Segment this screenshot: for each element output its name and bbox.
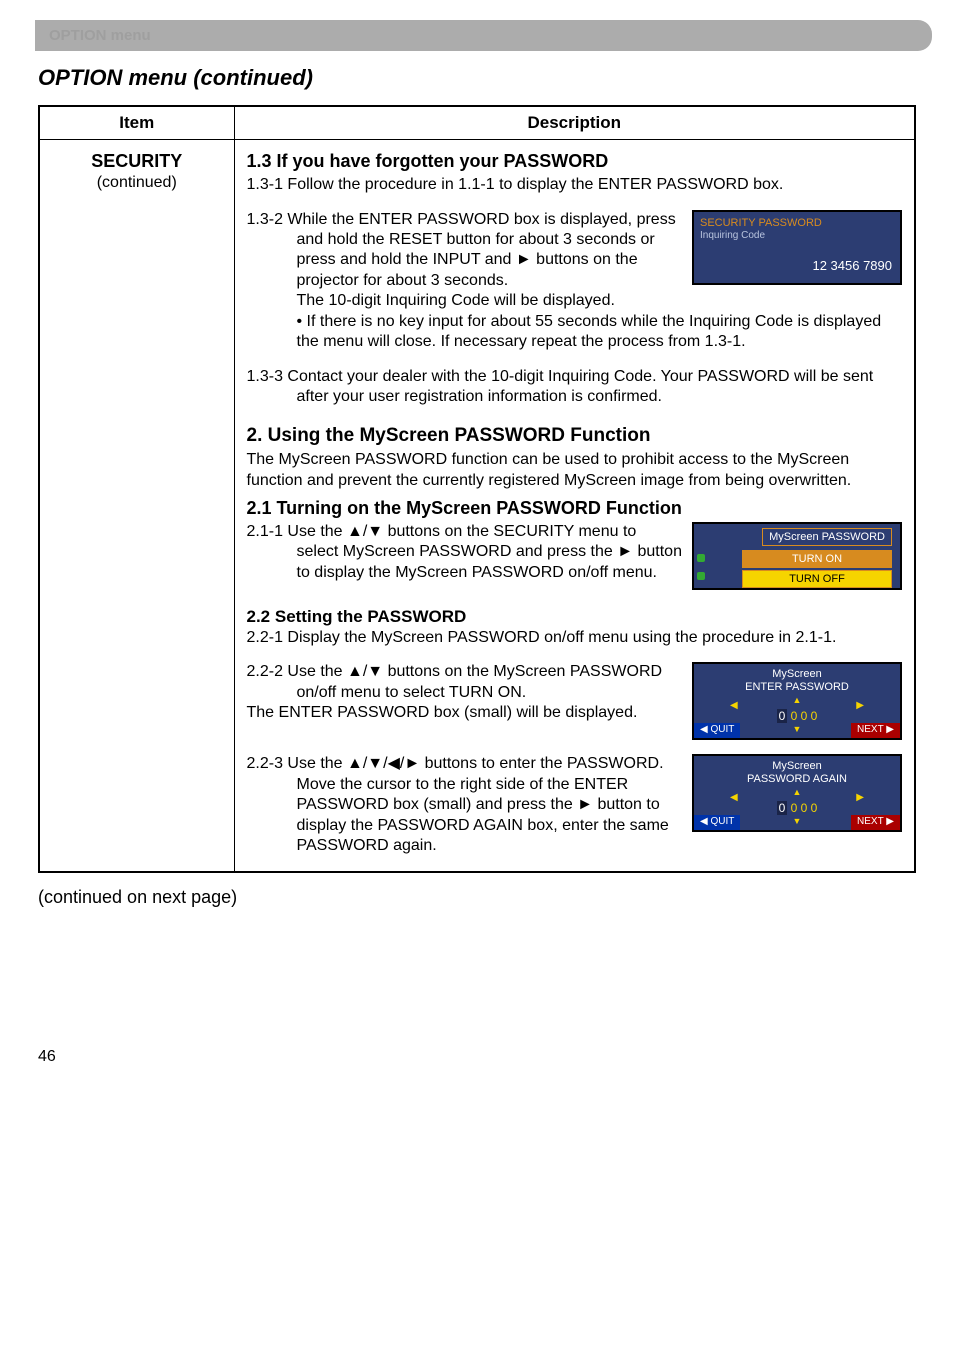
text-2-2-1: 2.2-1 Display the MyScreen PASSWORD on/o…	[247, 628, 903, 648]
caret-up-icon-2: ▲	[694, 787, 900, 799]
text-1-3-2b: The 10-digit Inquiring Code will be disp…	[247, 291, 683, 311]
arrow-right-icon-2: ▶	[856, 792, 864, 805]
fig-mspw-title: MyScreen PASSWORD	[762, 528, 892, 546]
breadcrumb-text: OPTION menu	[49, 27, 151, 44]
text-1-3-3: 1.3-3 Contact your dealer with the 10-di…	[247, 367, 903, 408]
row-2-2-2: 2.2-2 Use the ▲/▼ buttons on the MyScree…	[247, 662, 903, 740]
row-2-2-3: 2.2-3 Use the ▲/▼/◀/► buttons to enter t…	[247, 754, 903, 856]
page-number: 46	[38, 1048, 954, 1066]
text-2-2-2b: The ENTER PASSWORD box (small) will be d…	[247, 703, 683, 723]
fig-left-marks	[697, 554, 705, 590]
figure-password-again: MyScreen PASSWORD AGAIN ▲ ◀ 0 0 0 0 ▶ ▼ …	[692, 754, 902, 832]
fig-quit-button: ◀ QUIT	[694, 723, 740, 738]
fig-secpw-header: SECURITY PASSWORD	[694, 212, 900, 230]
arrow-right-icon: ▶	[856, 700, 864, 713]
fig-secpw-sub: Inquiring Code	[694, 230, 900, 243]
breadcrumb-bar: OPTION menu	[35, 20, 932, 51]
heading-2: 2. Using the MyScreen PASSWORD Function	[247, 424, 903, 448]
text-2-2-3b: Move the cursor to the right side of the…	[247, 775, 683, 857]
option-table: Item Description SECURITY (continued) 1.…	[38, 105, 916, 873]
fig-ent-digits: 0 0 0 0 00 0 0	[694, 709, 900, 724]
text-1-3-1: 1.3-1 Follow the procedure in 1.1-1 to d…	[247, 175, 903, 195]
fig-mspw-turn-off: TURN OFF	[742, 570, 892, 588]
item-name: SECURITY	[52, 150, 222, 173]
fig-secpw-code: 12 3456 7890	[812, 258, 892, 275]
row-2-1-1: 2.1-1 Use the ▲/▼ buttons on the SECURIT…	[247, 522, 903, 590]
fig-ent-title1a: MyScreen	[772, 668, 822, 680]
fig-ent-title2: MyScreen PASSWORD AGAIN	[694, 756, 900, 786]
text-2-2-3a: 2.2-3 Use the ▲/▼/◀/► buttons to enter t…	[247, 754, 683, 774]
fig-next-button-2: NEXT ▶	[851, 815, 900, 830]
page-heading: OPTION menu (continued)	[38, 65, 954, 91]
text-2-p: The MyScreen PASSWORD function can be us…	[247, 450, 903, 491]
heading-1-3: 1.3 If you have forgotten your PASSWORD	[247, 150, 903, 173]
item-cell: SECURITY (continued)	[39, 140, 234, 872]
fig-ent-title2b: PASSWORD AGAIN	[747, 773, 847, 785]
col-header-item: Item	[39, 106, 234, 140]
figure-security-password: SECURITY PASSWORD Inquiring Code 12 3456…	[692, 210, 902, 285]
fig-ent-title1b: ENTER PASSWORD	[745, 681, 849, 693]
text-2-2-2a: 2.2-2 Use the ▲/▼ buttons on the MyScree…	[247, 662, 683, 703]
description-cell: 1.3 If you have forgotten your PASSWORD …	[234, 140, 915, 872]
fig-ent-title: MyScreen ENTER PASSWORD	[694, 664, 900, 694]
figure-enter-password: MyScreen ENTER PASSWORD ▲ ◀ 0 0 0 0 00 0…	[692, 662, 902, 740]
text-1-3-2c: • If there is no key input for about 55 …	[247, 312, 903, 353]
item-sub: (continued)	[52, 173, 222, 193]
text-1-3-2a: 1.3-2 While the ENTER PASSWORD box is di…	[247, 210, 683, 292]
fig-quit-button-2: ◀ QUIT	[694, 815, 740, 830]
fig-ent-title2a: MyScreen	[772, 760, 822, 772]
figure-myscreen-password: MyScreen PASSWORD TURN ON TURN OFF	[692, 522, 902, 590]
row-1-3-2: 1.3-2 While the ENTER PASSWORD box is di…	[247, 210, 903, 312]
text-2-1-1: 2.1-1 Use the ▲/▼ buttons on the SECURIT…	[247, 522, 683, 583]
heading-2-2: 2.2 Setting the PASSWORD	[247, 606, 903, 628]
arrow-left-icon: ◀	[730, 700, 738, 713]
heading-2-1: 2.1 Turning on the MyScreen PASSWORD Fun…	[247, 497, 903, 520]
continued-text: (continued on next page)	[38, 887, 954, 908]
col-header-description: Description	[234, 106, 915, 140]
arrow-left-icon-2: ◀	[730, 792, 738, 805]
caret-up-icon: ▲	[694, 695, 900, 707]
fig-mspw-turn-on: TURN ON	[742, 550, 892, 568]
fig-again-digits: 0 0 0 0	[694, 801, 900, 816]
fig-next-button: NEXT ▶	[851, 723, 900, 738]
